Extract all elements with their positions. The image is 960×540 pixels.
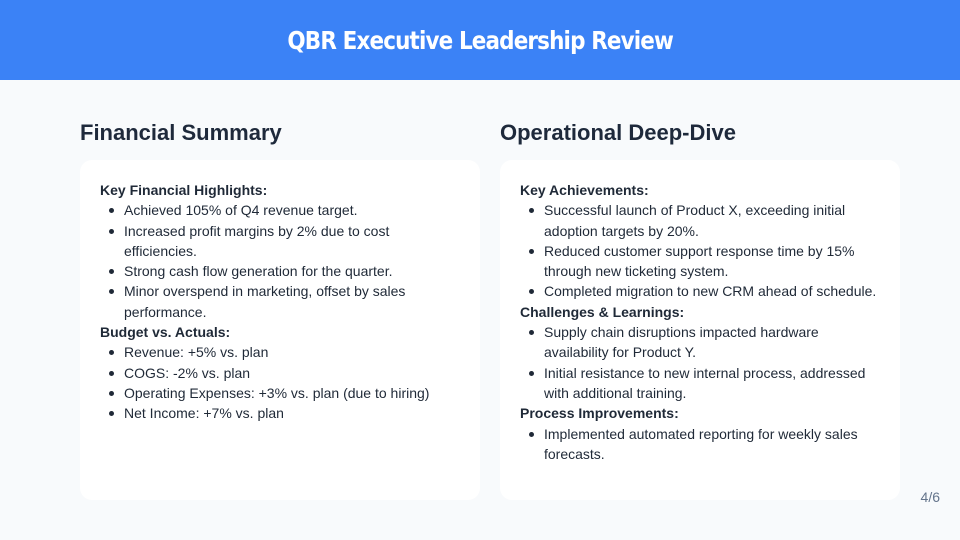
bullet-list: Implemented automated reporting for week… bbox=[520, 424, 880, 465]
bullet-list: Supply chain disruptions impacted hardwa… bbox=[520, 322, 880, 403]
list-item: Operating Expenses: +3% vs. plan (due to… bbox=[109, 383, 460, 403]
list-item: Supply chain disruptions impacted hardwa… bbox=[529, 322, 880, 363]
list-item: COGS: -2% vs. plan bbox=[109, 363, 460, 383]
column-title: Operational Deep-Dive bbox=[500, 120, 736, 145]
financial-summary-column: Financial Summary Key Financial Highligh… bbox=[80, 118, 480, 500]
list-item: Net Income: +7% vs. plan bbox=[109, 403, 460, 423]
operational-deep-dive-column: Operational Deep-Dive Key Achievements: S… bbox=[500, 118, 900, 500]
list-item: Implemented automated reporting for week… bbox=[529, 424, 880, 465]
section-title: Challenges & Learnings: bbox=[520, 303, 685, 320]
bullet-list: Successful launch of Product X, exceedin… bbox=[520, 200, 880, 301]
content-card: Key Financial Highlights: Achieved 105% o… bbox=[80, 160, 480, 500]
slide-title: QBR Executive Leadership Review bbox=[287, 25, 674, 55]
section-title: Process Improvements: bbox=[520, 405, 679, 422]
list-item: Minor overspend in marketing, offset by … bbox=[109, 281, 460, 322]
list-item: Reduced customer support response time b… bbox=[529, 241, 880, 282]
column-title: Financial Summary bbox=[80, 120, 282, 145]
bullet-list: Revenue: +5% vs. plan COGS: -2% vs. plan O… bbox=[100, 342, 460, 423]
section-title: Key Achievements: bbox=[520, 182, 649, 198]
slide-header: QBR Executive Leadership Review bbox=[0, 0, 960, 80]
list-item: Strong cash flow generation for the quar… bbox=[109, 261, 460, 281]
list-item: Completed migration to new CRM ahead of … bbox=[529, 281, 880, 301]
list-item: Achieved 105% of Q4 revenue target. bbox=[109, 200, 460, 220]
section-title: Budget vs. Actuals: bbox=[100, 324, 231, 341]
section-title: Key Financial Highlights: bbox=[100, 182, 268, 198]
list-item: Successful launch of Product X, exceedin… bbox=[529, 200, 880, 241]
page-number: 4/6 bbox=[920, 489, 940, 505]
list-item: Increased profit margins by 2% due to co… bbox=[109, 221, 460, 262]
content-card: Key Achievements: Successful launch of Pr… bbox=[500, 160, 900, 500]
list-item: Initial resistance to new internal proce… bbox=[529, 363, 880, 404]
bullet-list: Achieved 105% of Q4 revenue target. Incre… bbox=[100, 200, 460, 322]
list-item: Revenue: +5% vs. plan bbox=[109, 342, 460, 362]
